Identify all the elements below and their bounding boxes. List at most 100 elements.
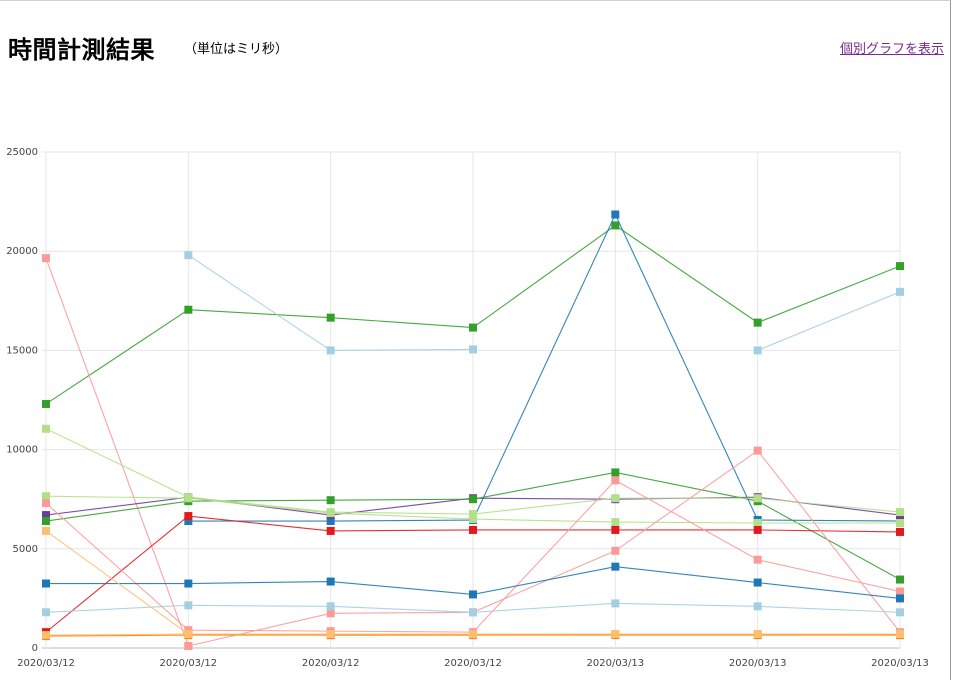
data-point[interactable] <box>896 519 904 528</box>
data-point[interactable] <box>184 494 193 503</box>
data-point[interactable] <box>42 499 50 508</box>
series-0 <box>42 221 904 408</box>
data-point[interactable] <box>184 512 193 521</box>
series-1 <box>184 251 904 355</box>
series-line <box>188 449 901 647</box>
data-point[interactable] <box>42 492 50 501</box>
x-tick-label: 2020/03/12 <box>17 658 75 669</box>
data-point[interactable] <box>469 525 477 534</box>
data-point[interactable] <box>469 630 477 639</box>
x-tick-label: 2020/03/12 <box>302 658 360 669</box>
x-tick-label: 2020/03/13 <box>587 658 645 669</box>
data-point[interactable] <box>469 345 477 354</box>
data-point[interactable] <box>896 262 904 271</box>
data-point[interactable] <box>611 562 620 571</box>
data-point[interactable] <box>326 509 335 518</box>
data-point[interactable] <box>611 221 620 230</box>
data-point[interactable] <box>753 525 762 534</box>
data-point[interactable] <box>42 424 50 433</box>
data-point[interactable] <box>753 494 762 503</box>
data-point[interactable] <box>184 517 193 526</box>
data-point[interactable] <box>611 494 620 503</box>
data-point[interactable] <box>753 318 762 327</box>
data-point[interactable] <box>753 630 762 639</box>
data-point[interactable] <box>896 575 904 584</box>
data-point[interactable] <box>326 609 335 618</box>
data-point[interactable] <box>469 590 477 599</box>
page-header: 時間計測結果 （単位はミリ秒） 個別グラフを表示 <box>8 28 944 68</box>
data-point[interactable] <box>753 346 762 355</box>
data-point[interactable] <box>184 630 193 639</box>
series-12 <box>42 599 904 617</box>
data-point[interactable] <box>184 251 193 260</box>
x-tick-label: 2020/03/12 <box>444 658 502 669</box>
y-tick-label: 10000 <box>6 445 38 456</box>
y-tick-label: 15000 <box>6 345 38 356</box>
data-point[interactable] <box>611 599 620 608</box>
data-point[interactable] <box>469 510 477 519</box>
series-2 <box>184 210 904 526</box>
data-point[interactable] <box>184 305 193 314</box>
data-point[interactable] <box>326 630 335 639</box>
series-15 <box>42 630 904 640</box>
data-point[interactable] <box>896 594 904 603</box>
data-point[interactable] <box>753 519 762 528</box>
data-point[interactable] <box>184 642 193 651</box>
data-point[interactable] <box>896 527 904 536</box>
data-point[interactable] <box>326 313 335 322</box>
data-point[interactable] <box>611 518 620 527</box>
series-3 <box>42 254 193 651</box>
data-point[interactable] <box>326 517 335 526</box>
y-tick-label: 5000 <box>13 544 38 555</box>
data-point[interactable] <box>611 546 620 555</box>
chart-axes: 0 5000 10000 15000 20000 25000 2020/03/12 2020/… <box>6 147 929 669</box>
data-point[interactable] <box>42 511 50 520</box>
y-tick-label: 20000 <box>6 246 38 257</box>
data-point[interactable] <box>611 476 620 485</box>
data-point[interactable] <box>469 515 477 524</box>
data-point[interactable] <box>184 601 193 610</box>
x-tick-label: 2020/03/13 <box>871 658 929 669</box>
data-point[interactable] <box>753 446 762 455</box>
y-tick-label: 0 <box>32 643 38 654</box>
data-point[interactable] <box>326 577 335 586</box>
data-point[interactable] <box>611 630 620 639</box>
series-line <box>45 257 189 647</box>
series-line <box>757 291 901 351</box>
data-point[interactable] <box>753 555 762 564</box>
series-11 <box>42 562 904 603</box>
data-point[interactable] <box>326 496 335 505</box>
data-point[interactable] <box>611 525 620 534</box>
data-point[interactable] <box>326 346 335 355</box>
data-point[interactable] <box>184 579 193 588</box>
show-individual-graphs-link[interactable]: 個別グラフを表示 <box>839 42 944 57</box>
data-point[interactable] <box>42 631 50 640</box>
data-point[interactable] <box>469 323 477 332</box>
data-point[interactable] <box>753 602 762 611</box>
unit-note: （単位はミリ秒） <box>184 42 289 57</box>
data-point[interactable] <box>42 579 50 588</box>
data-point[interactable] <box>326 526 335 535</box>
data-point[interactable] <box>42 517 50 526</box>
data-point[interactable] <box>42 526 50 535</box>
data-point[interactable] <box>326 602 335 611</box>
data-point[interactable] <box>42 608 50 617</box>
data-point[interactable] <box>753 578 762 587</box>
page-title: 時間計測結果 <box>8 36 155 64</box>
y-tick-label: 25000 <box>6 147 38 158</box>
data-point[interactable] <box>42 399 50 408</box>
data-point[interactable] <box>896 608 904 617</box>
data-point[interactable] <box>469 495 477 504</box>
data-point[interactable] <box>611 468 620 477</box>
series-7 <box>42 492 904 528</box>
data-point[interactable] <box>611 210 620 219</box>
series-line <box>188 213 901 522</box>
data-point[interactable] <box>42 254 50 263</box>
data-point[interactable] <box>896 287 904 296</box>
x-tick-label: 2020/03/13 <box>729 658 787 669</box>
data-point[interactable] <box>896 508 904 517</box>
data-point[interactable] <box>469 608 477 617</box>
data-point[interactable] <box>896 630 904 639</box>
data-point[interactable] <box>896 587 904 596</box>
